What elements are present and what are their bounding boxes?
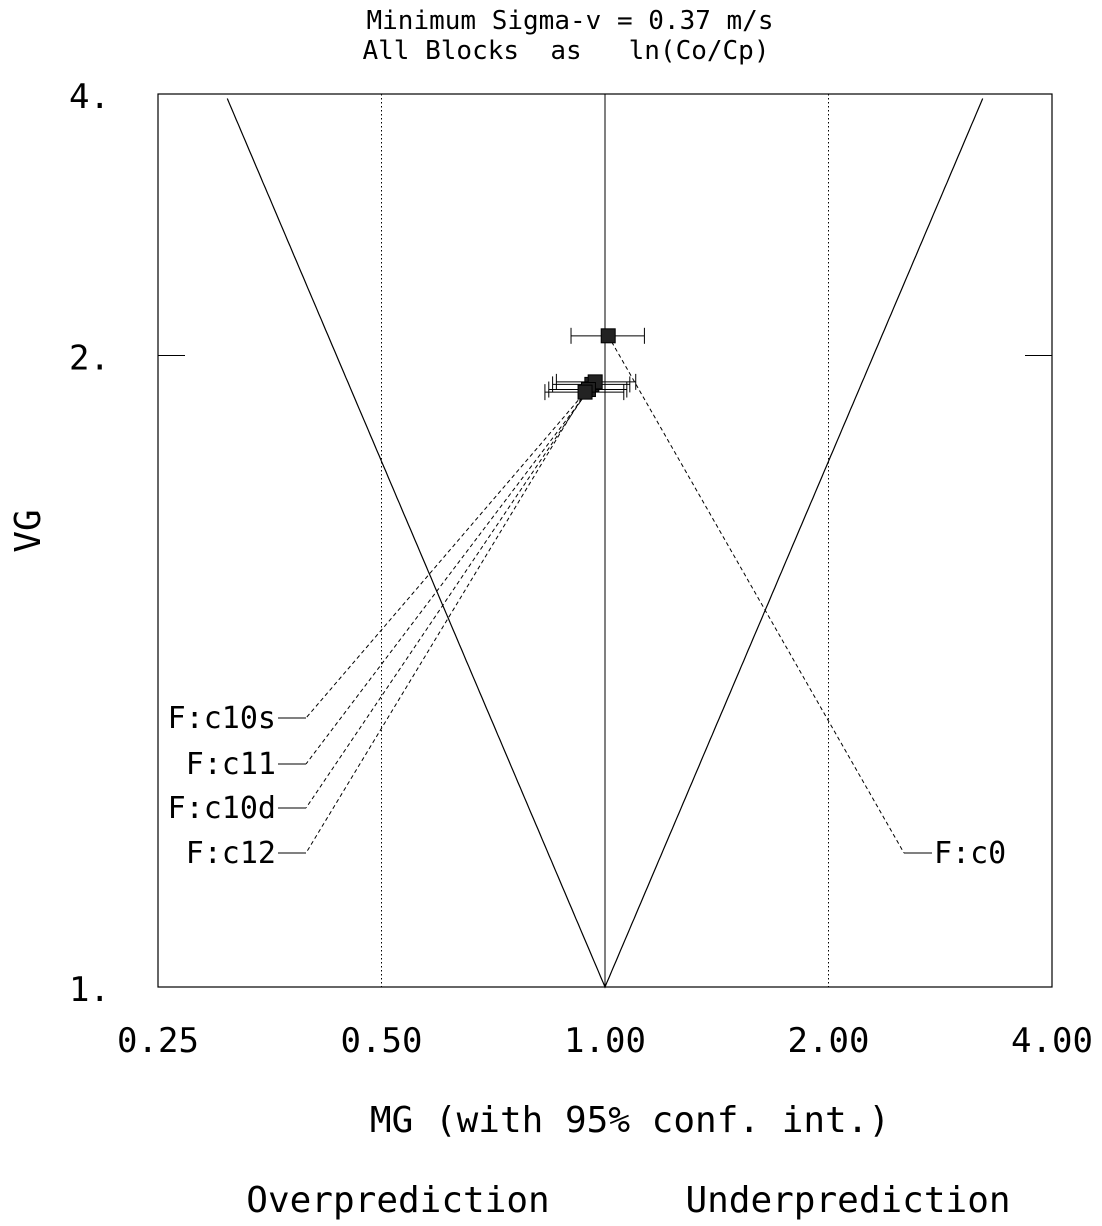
chart-title: Minimum Sigma-v = 0.37 m/s	[367, 6, 774, 36]
y-tick-label: 2.	[69, 339, 110, 379]
underprediction-label: Underprediction	[685, 1180, 1010, 1221]
leader-line	[607, 335, 905, 854]
x-axis-label: MG (with 95% conf. int.)	[370, 1100, 890, 1141]
leader-line	[305, 391, 586, 854]
x-tick-label: 4.00	[1011, 1021, 1093, 1061]
leader-line	[305, 381, 596, 765]
data-point-marker	[577, 384, 593, 400]
y-tick-label: 4.	[69, 77, 110, 117]
x-tick-label: 2.00	[788, 1021, 870, 1061]
overprediction-label: Overprediction	[246, 1180, 549, 1221]
x-tick-label: 1.00	[564, 1021, 646, 1061]
leader-line	[305, 384, 593, 719]
leader-line	[305, 389, 589, 809]
chart-subtitle: All Blocks as ln(Co/Cp)	[363, 36, 770, 66]
point-label: F:c12	[186, 836, 276, 871]
x-tick-label: 0.25	[117, 1021, 199, 1061]
point-label: F:c11	[186, 747, 276, 782]
data-point-marker	[600, 328, 616, 344]
y-axis-label: VG	[8, 509, 49, 552]
point-label: F:c0	[934, 836, 1006, 871]
point-label: F:c10s	[168, 701, 276, 736]
factor-of-two-curve	[226, 98, 984, 989]
y-tick-label: 1.	[69, 970, 110, 1010]
x-tick-label: 0.50	[341, 1021, 423, 1061]
point-label: F:c10d	[168, 791, 276, 826]
